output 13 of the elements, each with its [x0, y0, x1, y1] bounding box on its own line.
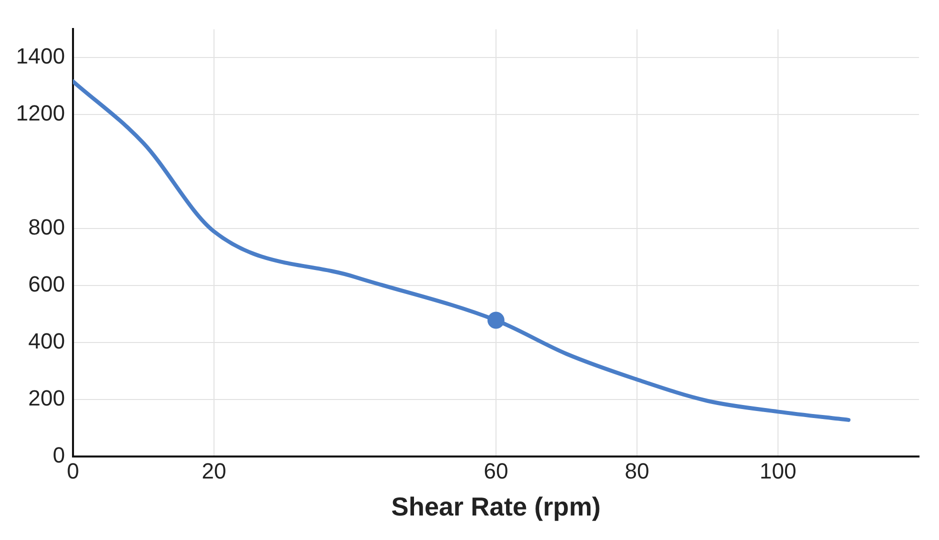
- y-tick-label: 1200: [16, 100, 65, 126]
- x-tick-label: 60: [484, 458, 508, 484]
- x-tick-label: 100: [760, 458, 796, 484]
- y-tick-label: 400: [28, 328, 65, 354]
- x-axis-title: Shear Rate (rpm): [391, 492, 601, 522]
- y-tick-label: 1400: [16, 44, 65, 69]
- y-tick-label: 0: [52, 442, 65, 468]
- x-tick-label: 20: [202, 458, 226, 484]
- y-tick-label: 200: [28, 386, 65, 411]
- x-tick-label: 80: [624, 458, 650, 484]
- y-tick-label: 800: [28, 214, 65, 240]
- y-tick-label: 600: [28, 272, 65, 297]
- line-series: [72, 79, 850, 422]
